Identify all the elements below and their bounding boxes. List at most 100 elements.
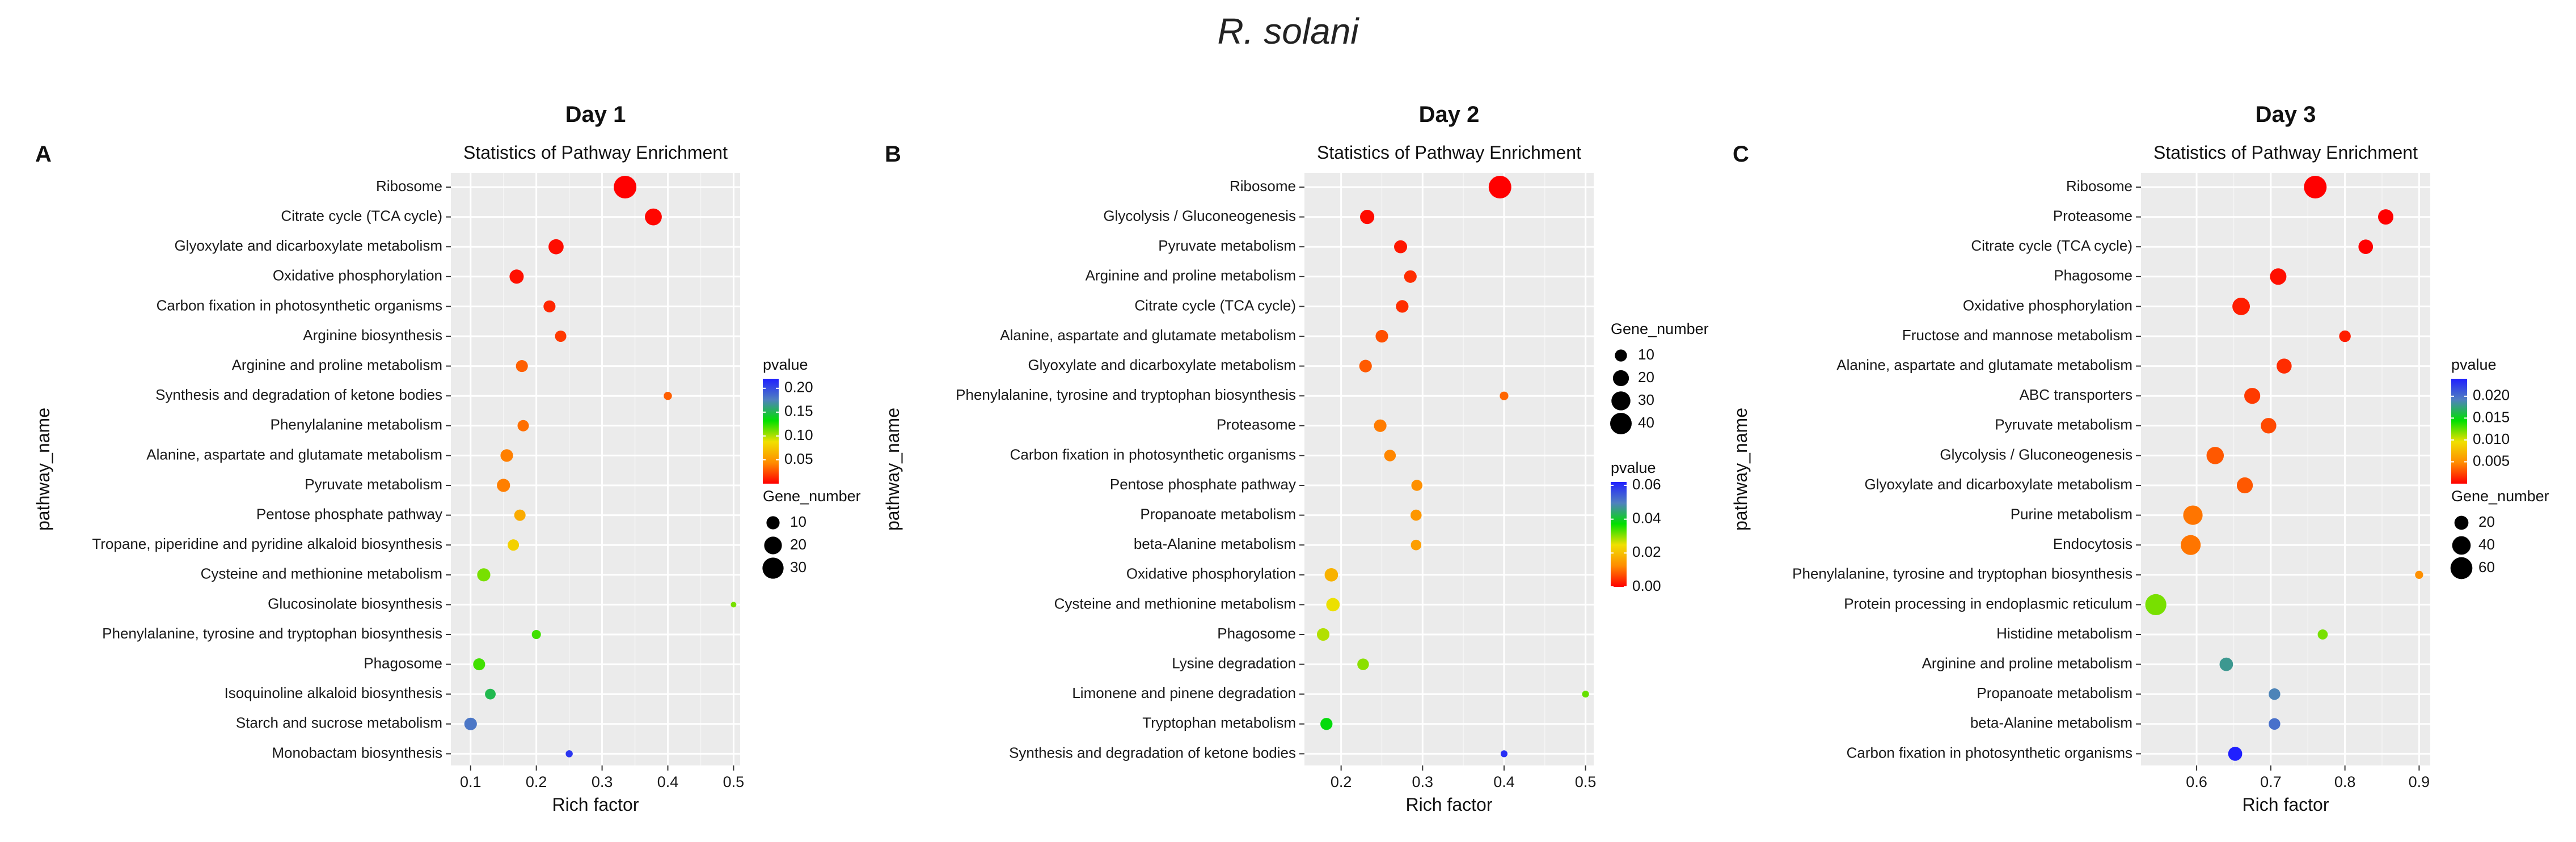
data-point: [1359, 359, 1372, 373]
data-point: [1360, 210, 1375, 225]
pathway-label: Glyoxylate and dicarboxylate metabolism: [174, 237, 442, 254]
pvalue-legend-title: pvalue: [1611, 459, 1656, 476]
data-point: [1582, 691, 1589, 698]
pathway-label: Glycolysis / Gluconeogenesis: [1940, 446, 2132, 463]
x-axis-title: Rich factor: [2243, 794, 2329, 815]
pathway-label: Carbon fixation in photosynthetic organi…: [157, 297, 442, 314]
pathway-label: Phenylalanine, tyrosine and tryptophan b…: [102, 625, 442, 642]
plot-background: [2141, 173, 2430, 765]
pvalue-legend-title: pvalue: [763, 356, 808, 373]
size-legend-label: 60: [2478, 558, 2495, 576]
data-point: [500, 449, 513, 462]
pathway-label: beta-Alanine metabolism: [1134, 535, 1296, 552]
size-legend-dot: [1612, 370, 1629, 387]
gene-number-legend: Gene_number 10 20 30: [762, 488, 861, 579]
data-point: [514, 509, 526, 521]
pathway-label: Isoquinoline alkaloid biosynthesis: [225, 684, 442, 701]
x-tick-label: 0.3: [1412, 773, 1434, 790]
y-axis-title: pathway_name: [882, 408, 903, 531]
data-point: [485, 688, 496, 700]
data-point: [2261, 418, 2277, 434]
x-tick-label: 0.2: [1331, 773, 1352, 790]
pathway-label: Citrate cycle (TCA cycle): [1971, 237, 2132, 254]
y-axis-title: pathway_name: [1730, 408, 1751, 531]
data-point: [2269, 688, 2281, 700]
x-tick-label: 0.7: [2260, 773, 2282, 790]
size-legend-label: 20: [790, 536, 806, 553]
day-title: Day 1: [565, 102, 626, 127]
colorbar-label: 0.20: [784, 379, 813, 396]
pathway-label: Protein processing in endoplasmic reticu…: [1844, 595, 2132, 612]
x-tick-label: 0.8: [2334, 773, 2356, 790]
chart-panel-a: A Day 1 Statistics of Pathway Enrichment 0.…: [33, 102, 861, 815]
data-point: [1326, 598, 1340, 612]
data-point: [2358, 239, 2374, 255]
colorbar-label: 0.04: [1632, 510, 1661, 527]
data-point: [2269, 718, 2281, 730]
gene-number-legend-title: Gene_number: [1611, 320, 1709, 337]
x-tick-label: 0.4: [657, 773, 679, 790]
pathway-label: Citrate cycle (TCA cycle): [281, 207, 442, 224]
pathway-label: Proteasome: [2053, 207, 2132, 224]
data-point: [555, 330, 567, 342]
size-legend-dot: [1611, 391, 1631, 411]
pathway-label: Pentose phosphate pathway: [256, 505, 442, 522]
data-point: [517, 420, 529, 431]
pathway-label: Glyoxylate and dicarboxylate metabolism: [1864, 476, 2132, 493]
plot-background: [1304, 173, 1594, 765]
data-point: [2415, 570, 2423, 579]
data-point: [565, 750, 573, 758]
size-legend-dot: [764, 536, 782, 555]
data-point: [1375, 329, 1388, 343]
pathway-label: Glycolysis / Gluconeogenesis: [1103, 207, 1296, 224]
size-legend-label: 30: [790, 558, 806, 576]
size-legend-dot: [2450, 557, 2473, 579]
colorbar-label: 0.10: [784, 426, 813, 443]
chart-title: Statistics of Pathway Enrichment: [2153, 142, 2418, 163]
pathway-label: Histidine metabolism: [1996, 625, 2132, 642]
data-point: [645, 208, 662, 226]
pathway-label: Phenylalanine, tyrosine and tryptophan b…: [956, 386, 1296, 403]
pathway-label: Alanine, aspartate and glutamate metabol…: [1836, 356, 2132, 373]
pathway-label: Phagosome: [364, 654, 442, 671]
day-title: Day 3: [2256, 102, 2316, 127]
chart-panel-b: B Day 2 Statistics of Pathway Enrichment 0.…: [882, 102, 1709, 815]
pathway-label: Pyruvate metabolism: [1158, 237, 1296, 254]
x-tick-label: 0.3: [592, 773, 613, 790]
data-point: [2317, 629, 2328, 640]
pathway-label: Pentose phosphate pathway: [1110, 476, 1296, 493]
data-point: [473, 658, 485, 671]
plot-background: [451, 173, 740, 765]
gene-number-legend: Gene_number 20 40 60: [2450, 488, 2549, 579]
data-point: [548, 239, 564, 255]
pathway-label: Carbon fixation in photosynthetic organi…: [1010, 446, 1296, 463]
pathway-label: Pyruvate metabolism: [305, 476, 442, 493]
data-point: [730, 602, 737, 608]
colorbar-label: 0.015: [2473, 408, 2510, 425]
x-tick-label: 0.9: [2409, 773, 2430, 790]
data-point: [509, 269, 524, 284]
pathway-label: Cysteine and methionine metabolism: [201, 565, 442, 582]
data-point: [614, 176, 637, 198]
data-point: [1384, 450, 1396, 462]
pathway-label: Phenylalanine metabolism: [270, 416, 442, 433]
data-point: [2236, 477, 2253, 494]
pathway-label: Tryptophan metabolism: [1142, 714, 1296, 731]
pathway-label: Fructose and mannose metabolism: [1902, 327, 2132, 344]
x-tick-label: 0.1: [460, 773, 482, 790]
data-point: [516, 360, 528, 373]
data-point: [2232, 297, 2250, 315]
size-legend-label: 10: [1638, 346, 1654, 363]
figure-title: R. solani: [1217, 11, 1359, 52]
size-legend-label: 20: [2478, 513, 2495, 530]
pvalue-legend-title: pvalue: [2451, 356, 2497, 373]
pathway-label: Lysine degradation: [1172, 654, 1296, 671]
colorbar-label: 0.020: [2473, 387, 2510, 404]
panel-letter: B: [885, 142, 901, 167]
pathway-label: Synthesis and degradation of ketone bodi…: [1009, 744, 1296, 761]
size-legend-label: 30: [1638, 391, 1654, 408]
colorbar-label: 0.15: [784, 403, 813, 420]
pathway-label: Phenylalanine, tyrosine and tryptophan b…: [1792, 565, 2132, 582]
